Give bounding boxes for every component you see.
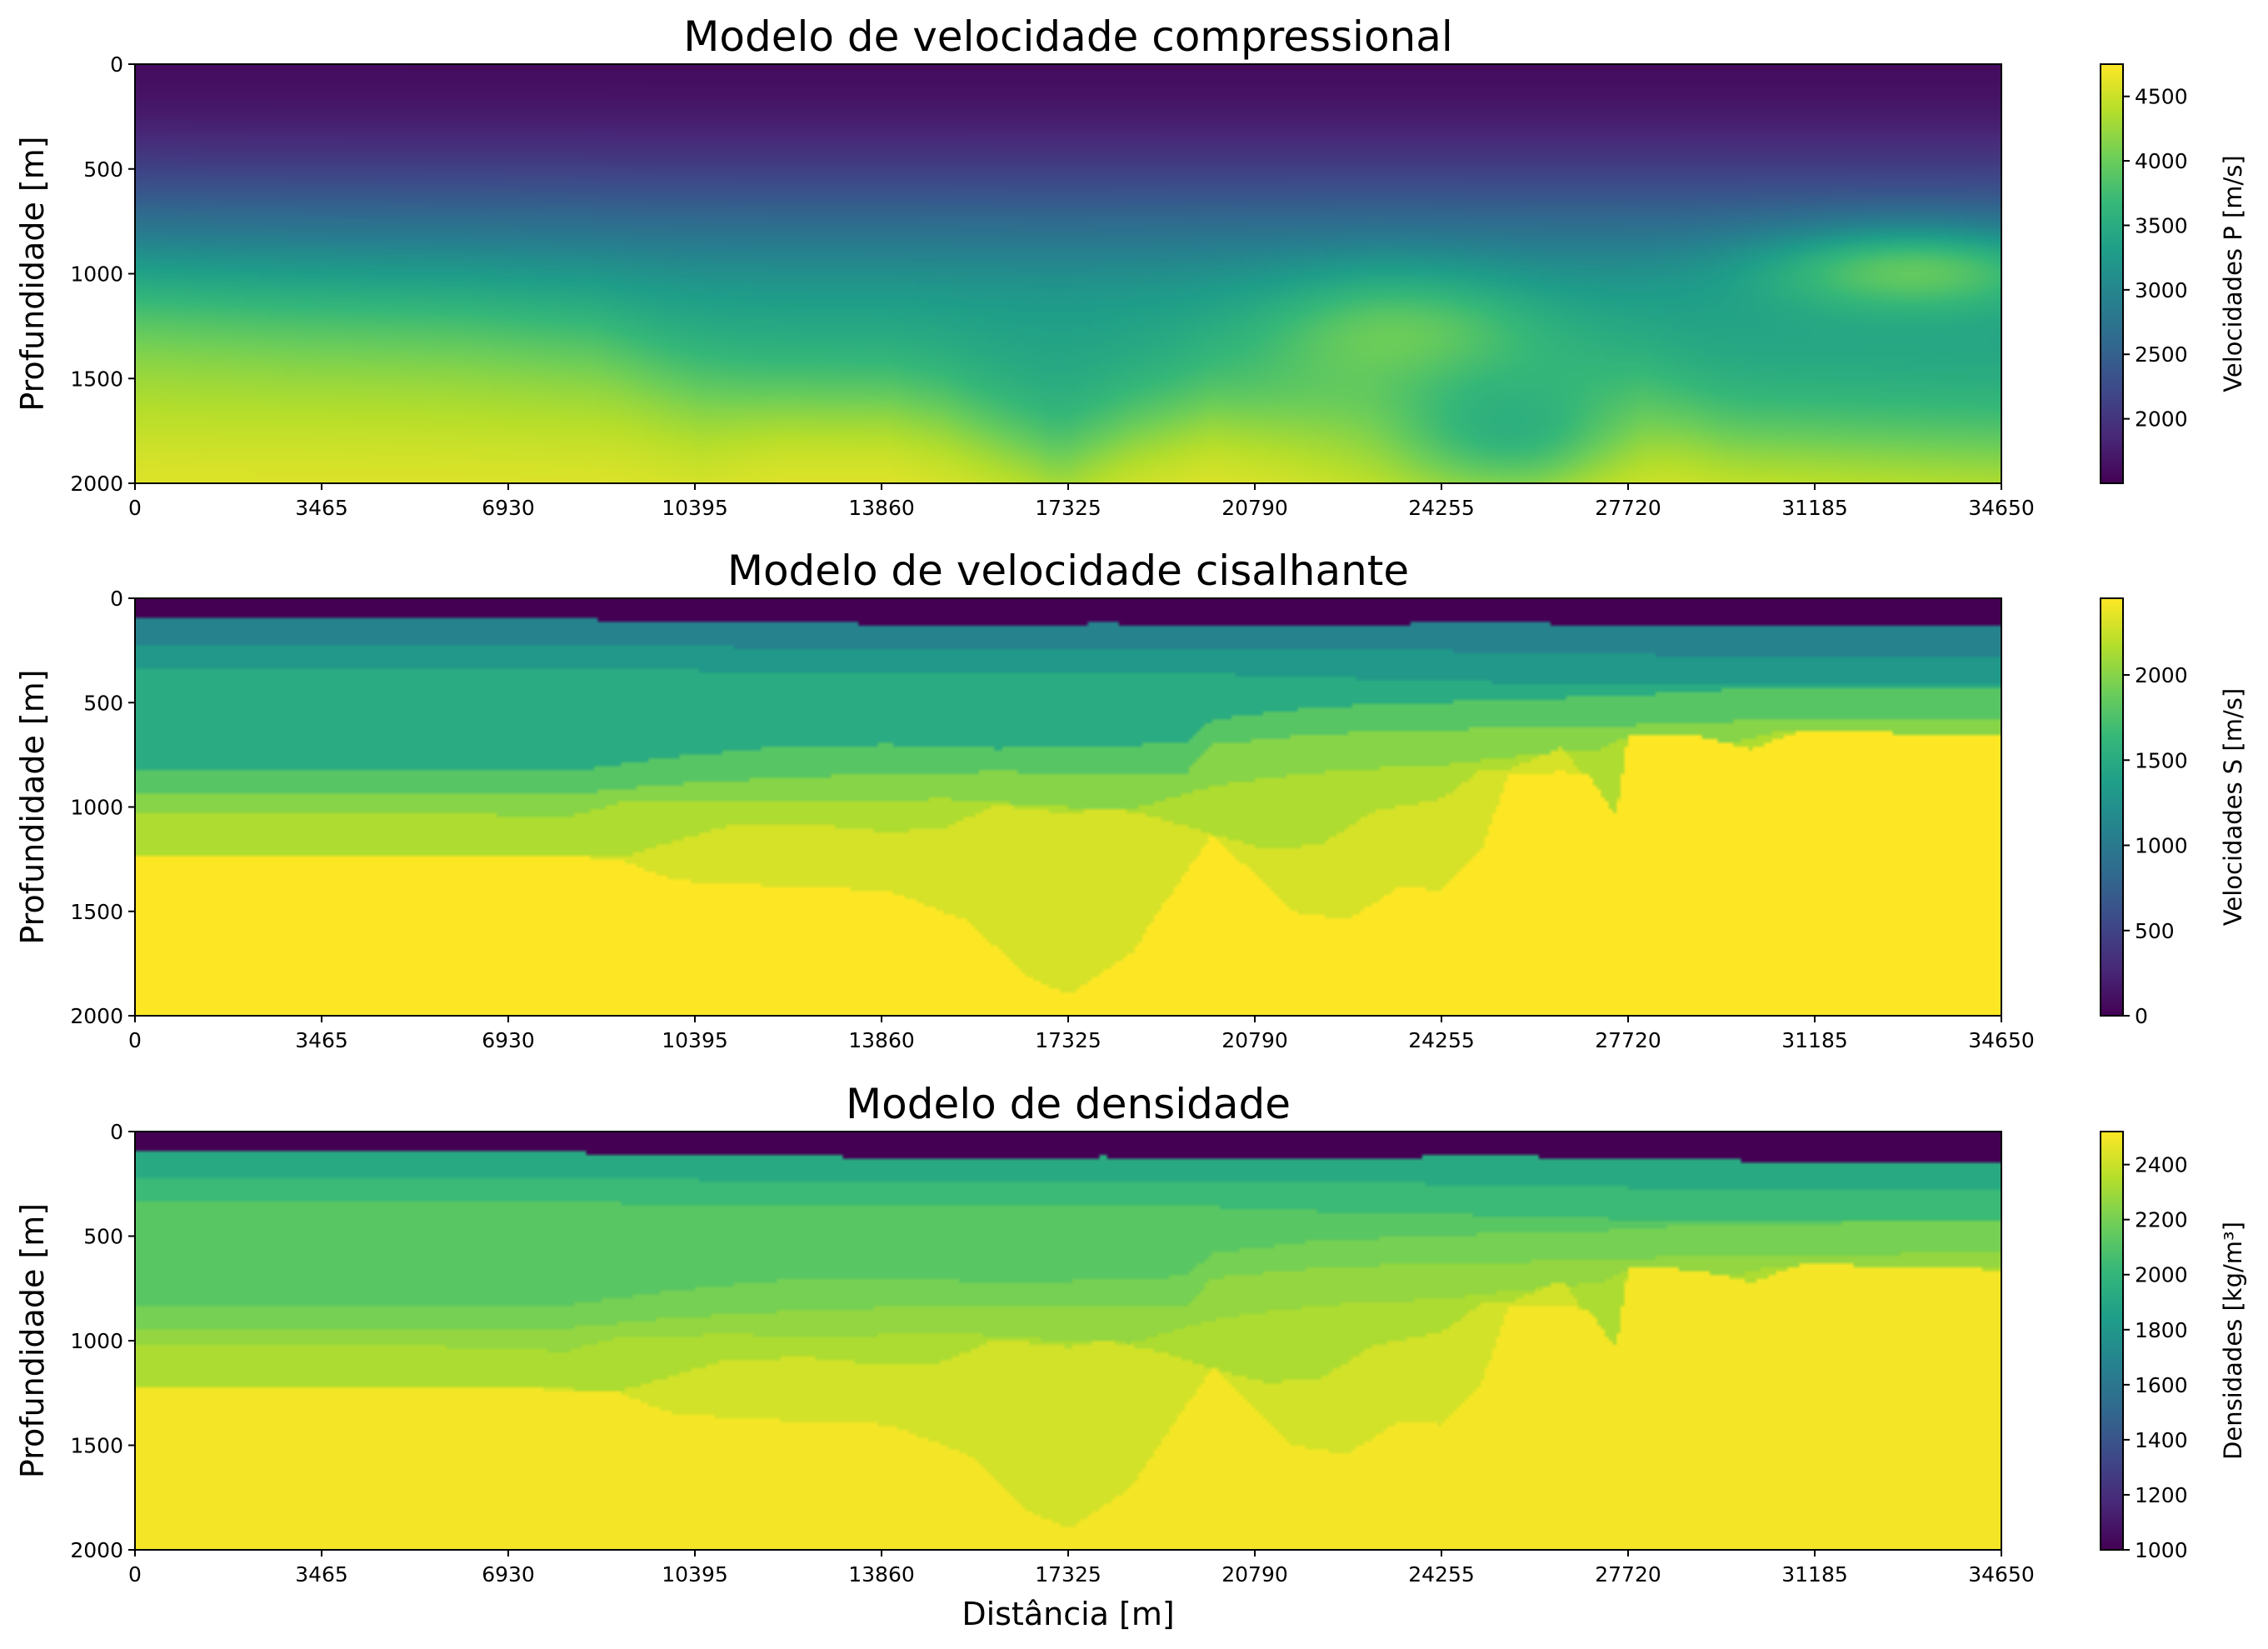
x-tick-label: 6930 <box>482 496 535 520</box>
colorbar <box>2100 63 2124 484</box>
x-tick-label: 34650 <box>1968 496 2035 520</box>
x-tick-label: 31185 <box>1781 496 1848 520</box>
y-tick-label: 500 <box>83 691 123 715</box>
x-tick-label: 6930 <box>482 1028 535 1052</box>
panel-title: Modelo de velocidade cisalhante <box>727 547 1409 595</box>
x-tick-label: 27720 <box>1595 1562 1661 1587</box>
x-tick-label: 24255 <box>1408 1562 1475 1587</box>
colorbar-tick-label: 1800 <box>2135 1318 2188 1342</box>
x-tick-label: 17325 <box>1035 1562 1102 1587</box>
x-tick-label: 31185 <box>1781 1028 1848 1052</box>
x-tick-label: 13860 <box>848 1562 915 1587</box>
x-tick-label: 10395 <box>662 496 728 520</box>
panel-2: Modelo de velocidade cisalhante 0 3465 6930… <box>14 547 2247 1052</box>
x-tick-label: 20790 <box>1221 1562 1288 1587</box>
x-tick-label: 13860 <box>848 496 915 520</box>
x-tick-label: 3465 <box>295 1562 348 1587</box>
x-tick-label: 27720 <box>1595 1028 1661 1052</box>
heatmap-image <box>135 598 2001 1016</box>
x-tick-label: 34650 <box>1968 1028 2035 1052</box>
colorbar-tick-label: 3500 <box>2135 213 2188 237</box>
y-tick-label: 1500 <box>70 900 123 924</box>
y-tick-label: 2000 <box>70 1538 123 1562</box>
colorbar-tick-label: 1500 <box>2135 748 2188 772</box>
y-tick-label: 0 <box>110 52 123 77</box>
x-tick-label: 20790 <box>1221 496 1288 520</box>
y-tick-label: 1500 <box>70 367 123 391</box>
heatmap-image <box>135 64 2001 483</box>
y-tick-label: 1000 <box>70 1329 123 1353</box>
colorbar-tick-label: 2500 <box>2135 342 2188 367</box>
colorbar-tick-label: 1400 <box>2135 1428 2188 1452</box>
x-tick-label: 17325 <box>1035 496 1102 520</box>
y-tick-label: 0 <box>110 587 123 611</box>
x-axis-label: Distância [m] <box>962 1596 1174 1632</box>
colorbar-tick-label: 500 <box>2135 919 2175 943</box>
colorbar-tick-label: 4500 <box>2135 85 2188 109</box>
heatmap-image <box>135 1132 2001 1550</box>
colorbar-tick-label: 1200 <box>2135 1483 2188 1507</box>
x-tick-label: 17325 <box>1035 1028 1102 1052</box>
x-tick-label: 24255 <box>1408 1028 1475 1052</box>
y-tick-label: 0 <box>110 1120 123 1144</box>
panel-title: Modelo de velocidade compressional <box>683 12 1453 61</box>
x-tick-label: 10395 <box>662 1028 728 1052</box>
colorbar-tick-label: 2200 <box>2135 1208 2188 1232</box>
y-tick-label: 1000 <box>70 262 123 287</box>
panel-1: Modelo de velocidade compressional 0 3465 6… <box>14 12 2247 520</box>
colorbar-tick-label: 1600 <box>2135 1373 2188 1397</box>
y-tick-label: 2000 <box>70 1004 123 1028</box>
y-tick-label: 500 <box>83 1225 123 1249</box>
panel-3: Modelo de densidade 0 3465 6930 10395 13860 17… <box>14 1080 2247 1587</box>
colorbar-label: Velocidades S [m/s] <box>2219 688 2247 926</box>
colorbar-tick-label: 2000 <box>2135 663 2188 687</box>
colorbar-tick-label: 4000 <box>2135 149 2188 173</box>
colorbar-tick-label: 0 <box>2135 1004 2148 1028</box>
x-tick-label: 0 <box>128 1562 142 1587</box>
colorbar-tick-label: 2000 <box>2135 1263 2188 1287</box>
x-tick-label: 10395 <box>662 1562 728 1587</box>
y-tick-label: 2000 <box>70 472 123 496</box>
x-tick-label: 0 <box>128 1028 142 1052</box>
colorbar-tick-label: 1000 <box>2135 1538 2188 1562</box>
x-tick-label: 3465 <box>295 496 348 520</box>
x-tick-label: 3465 <box>295 1028 348 1052</box>
y-tick-label: 1500 <box>70 1434 123 1458</box>
y-tick-label: 1000 <box>70 796 123 820</box>
x-tick-label: 0 <box>128 496 142 520</box>
y-axis-label: Profundidade [m] <box>14 1203 51 1478</box>
colorbar-tick-label: 3000 <box>2135 278 2188 302</box>
x-tick-label: 27720 <box>1595 496 1661 520</box>
colorbar-tick-label: 2000 <box>2135 407 2188 432</box>
x-tick-label: 13860 <box>848 1028 915 1052</box>
y-tick-label: 500 <box>83 157 123 182</box>
colorbar-tick-label: 2400 <box>2135 1153 2188 1177</box>
x-tick-label: 6930 <box>482 1562 535 1587</box>
colorbar <box>2100 1131 2124 1551</box>
x-tick-label: 34650 <box>1968 1562 2035 1587</box>
y-axis-label: Profundidade [m] <box>14 669 51 944</box>
y-axis-label: Profundidade [m] <box>14 136 51 411</box>
x-tick-label: 31185 <box>1781 1562 1848 1587</box>
colorbar-tick-label: 1000 <box>2135 834 2188 858</box>
x-tick-label: 24255 <box>1408 496 1475 520</box>
panel-title: Modelo de densidade <box>846 1080 1291 1128</box>
colorbar-label: Velocidades P [m/s] <box>2219 155 2247 392</box>
colorbar-label: Densidades [kg/m³] <box>2219 1222 2247 1460</box>
x-tick-label: 20790 <box>1221 1028 1288 1052</box>
colorbar <box>2100 597 2124 1017</box>
